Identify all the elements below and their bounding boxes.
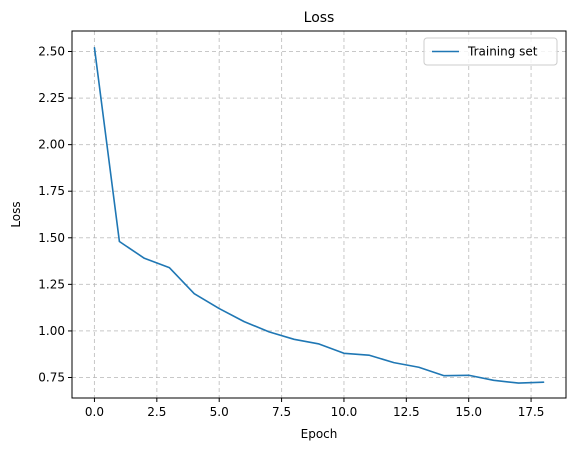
- x-tick-label: 17.5: [518, 405, 545, 419]
- y-tick-label: 2.50: [38, 44, 65, 58]
- grid-layer: [72, 31, 566, 398]
- legend-box: [423, 37, 558, 66]
- y-axis-label: Loss: [9, 201, 23, 227]
- y-tick-label: 1.50: [38, 231, 65, 245]
- y-tick-label: 2.25: [38, 91, 65, 105]
- y-tick-label: 1.75: [38, 184, 65, 198]
- x-tick-label: 2.5: [147, 405, 166, 419]
- y-tick-label: 2.00: [38, 138, 65, 152]
- x-tick-label: 7.5: [272, 405, 291, 419]
- legend-label-training-set: Training set: [467, 45, 538, 59]
- y-tick-label: 0.75: [38, 371, 65, 385]
- legend: Training set: [423, 37, 558, 66]
- x-tick-label: 15.0: [455, 405, 482, 419]
- series-layer: [93, 46, 545, 384]
- y-tick-label: 1.25: [38, 277, 65, 291]
- x-axis-label: Epoch: [301, 427, 338, 441]
- plot-area-frame: [71, 30, 567, 399]
- chart-title: Loss: [304, 10, 335, 26]
- x-tick-label: 0.0: [85, 405, 104, 419]
- y-tick-label: 1.00: [38, 324, 65, 338]
- x-tick-label: 10.0: [331, 405, 358, 419]
- x-tick-label: 5.0: [210, 405, 229, 419]
- tick-layer: 0.0 2.5 5.0 7.5 10.0 12.5 15.0 17.5 0.75 1.00 1.25…: [38, 44, 544, 419]
- x-tick-label: 12.5: [393, 405, 420, 419]
